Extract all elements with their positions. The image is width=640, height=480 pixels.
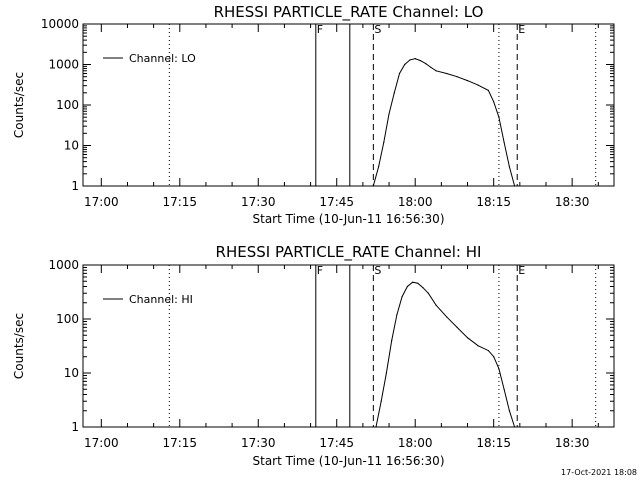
y-tick-label: 1000 [48, 258, 79, 272]
x-tick-label: 18:15 [476, 195, 511, 209]
data-point [372, 185, 374, 187]
x-tick-label: 18:30 [555, 195, 590, 209]
y-tick-label: 1000 [48, 58, 79, 72]
event-marker-label: E [518, 23, 525, 36]
data-point [383, 141, 385, 143]
data-point [477, 84, 479, 86]
data-point [508, 410, 510, 412]
data-point [378, 166, 380, 168]
data-point [417, 282, 419, 284]
x-tick-label: 17:30 [241, 195, 276, 209]
y-axis-label: Counts/sec [12, 72, 26, 138]
data-point [508, 166, 510, 168]
series-line [375, 281, 516, 428]
data-point [391, 339, 393, 342]
data-point [466, 337, 469, 339]
plot-frame [82, 264, 615, 428]
data-point [503, 141, 505, 143]
data-point [493, 101, 495, 103]
data-point [406, 285, 408, 288]
chart-hi-panel: RHESSI PARTICLE_RATE Channel: HI 1 10 100 10… [12, 243, 615, 468]
data-point [435, 304, 437, 306]
data-point [435, 70, 437, 72]
data-point [401, 296, 403, 298]
data-point [487, 350, 489, 352]
legend-label: Channel: LO [129, 52, 196, 65]
data-point [514, 185, 516, 187]
data-point [419, 60, 421, 62]
y-tick-label: 100 [56, 312, 79, 326]
data-point [446, 316, 448, 318]
x-tick-label: 18:30 [555, 436, 590, 450]
chart-lo-panel: RHESSI PARTICLE_RATE Channel: LO 1 10 100 10… [12, 3, 615, 226]
legend-label: Channel: HI [129, 293, 193, 306]
x-tick-label: 18:15 [476, 436, 511, 450]
event-marker-label: F [317, 264, 323, 277]
y-tick-label: 1 [71, 420, 79, 434]
data-point [487, 89, 489, 91]
timestamp: 17-Oct-2021 18:08 [561, 468, 637, 477]
data-point [380, 400, 382, 402]
data-point [396, 314, 398, 316]
data-point [427, 292, 429, 294]
data-point [430, 66, 432, 68]
data-point [446, 72, 448, 75]
data-point [375, 426, 377, 428]
x-tick-label: 17:15 [162, 436, 197, 450]
plot-frame [82, 23, 615, 187]
data-point [385, 372, 387, 374]
data-point [456, 76, 458, 78]
y-axis-label: Counts/sec [12, 313, 26, 379]
data-point [503, 388, 505, 390]
y-tick-label: 10 [64, 139, 79, 153]
x-tick-label: 18:00 [398, 436, 433, 450]
x-tick-label: 17:45 [319, 436, 354, 450]
data-point [422, 287, 424, 289]
data-point [493, 356, 495, 358]
x-tick-label: 17:45 [319, 195, 354, 209]
data-point [398, 72, 401, 75]
event-marker-label: S [374, 264, 381, 277]
x-axis-label: Start Time (10-Jun-11 16:56:30) [253, 454, 445, 468]
x-tick-label: 17:15 [162, 195, 197, 209]
data-point [498, 368, 500, 370]
chart-title: RHESSI PARTICLE_RATE Channel: HI [216, 243, 482, 262]
data-point [498, 116, 500, 118]
data-point [404, 63, 406, 66]
x-tick-label: 17:00 [84, 195, 119, 209]
data-point [466, 80, 469, 82]
y-tick-label: 10 [64, 366, 79, 380]
data-point [425, 63, 427, 65]
x-axis-label: Start Time (10-Jun-11 16:56:30) [253, 212, 445, 226]
y-tick-label: 1 [71, 179, 79, 193]
x-tick-label: 18:00 [398, 195, 433, 209]
chart-title: RHESSI PARTICLE_RATE Channel: LO [214, 3, 484, 22]
data-point [388, 113, 390, 115]
data-point [456, 326, 458, 328]
series-line [372, 58, 516, 187]
event-marker-label: E [518, 264, 525, 277]
data-point [414, 58, 416, 60]
x-tick-label: 17:30 [241, 436, 276, 450]
data-point [412, 281, 414, 283]
y-tick-label: 10000 [41, 17, 79, 31]
event-marker-label: F [317, 23, 323, 36]
data-point [409, 59, 411, 61]
data-point [477, 345, 479, 347]
data-point [514, 426, 516, 428]
y-tick-label: 100 [56, 98, 79, 112]
x-tick-label: 17:00 [84, 436, 119, 450]
event-marker-label: S [374, 23, 381, 36]
data-point [393, 92, 395, 94]
